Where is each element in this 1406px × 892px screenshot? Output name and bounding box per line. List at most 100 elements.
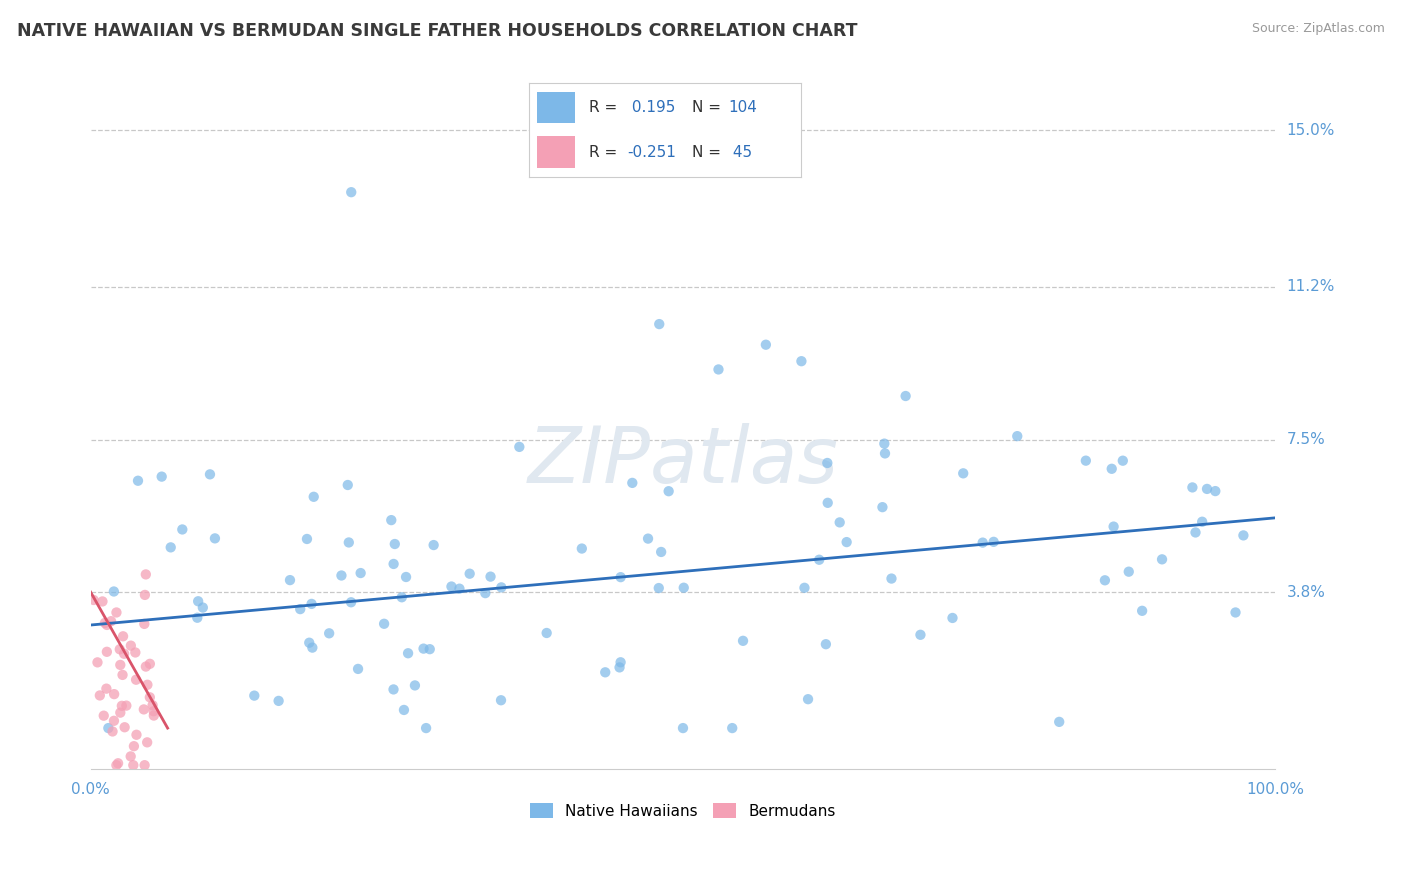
Point [330,568,353,582]
Text: ZIPatlas: ZIPatlas [527,423,838,499]
Point [1181,480,1204,494]
Point [648,317,671,331]
Point [142,698,165,713]
Point [1130,604,1153,618]
Text: 15.0%: 15.0% [1286,123,1334,138]
Point [111,668,134,682]
Point [491,580,513,594]
Point [817,496,839,510]
Point [1195,482,1218,496]
Point [103,584,125,599]
Point [111,698,134,713]
Point [132,702,155,716]
Point [120,639,142,653]
Point [110,657,132,672]
Point [721,721,744,735]
Point [125,728,148,742]
Point [278,573,301,587]
Point [125,673,148,687]
Point [872,500,894,515]
Point [650,545,672,559]
Point [415,721,437,735]
Point [790,354,813,368]
Point [373,616,395,631]
Point [114,720,136,734]
Point [110,706,132,720]
Point [1007,429,1029,443]
Point [814,637,837,651]
Point [1204,484,1226,499]
Point [139,657,162,671]
Text: 7.5%: 7.5% [1286,432,1324,447]
Point [489,693,512,707]
Point [96,681,118,696]
Point [135,659,157,673]
Point [894,389,917,403]
Point [536,626,558,640]
Point [880,572,903,586]
Point [672,581,695,595]
Point [112,647,135,661]
Point [243,689,266,703]
Point [609,660,631,674]
Point [1094,574,1116,588]
Point [1232,528,1254,542]
Point [404,678,426,692]
Point [86,656,108,670]
Point [349,566,371,580]
Point [972,535,994,549]
Point [89,689,111,703]
Point [96,645,118,659]
Point [1191,515,1213,529]
Point [94,615,117,630]
Point [1112,453,1135,467]
Point [672,721,695,735]
Point [127,474,149,488]
Point [187,594,209,608]
Point [340,595,363,609]
Point [340,185,363,199]
Point [107,756,129,771]
Point [391,591,413,605]
Point [637,532,659,546]
Point [731,633,754,648]
Point [392,703,415,717]
Point [983,534,1005,549]
Point [93,708,115,723]
Point [755,337,778,351]
Point [336,478,359,492]
Point [120,749,142,764]
Text: Source: ZipAtlas.com: Source: ZipAtlas.com [1251,22,1385,36]
Point [707,362,730,376]
Point [384,537,406,551]
Point [115,698,138,713]
Point [105,758,128,772]
Point [508,440,530,454]
Point [621,475,644,490]
Point [479,569,502,583]
Point [159,541,181,555]
Point [83,593,105,607]
Point [1047,714,1070,729]
Point [91,594,114,608]
Point [1150,552,1173,566]
Point [1074,453,1097,467]
Point [382,682,405,697]
Point [337,535,360,549]
Point [835,535,858,549]
Point [449,582,471,596]
Text: NATIVE HAWAIIAN VS BERMUDAN SINGLE FATHER HOUSEHOLDS CORRELATION CHART: NATIVE HAWAIIAN VS BERMUDAN SINGLE FATHE… [17,22,858,40]
Point [204,532,226,546]
Point [952,467,974,481]
Point [941,611,963,625]
Point [186,611,208,625]
Point [142,704,165,718]
Point [191,600,214,615]
Point [793,581,815,595]
Text: 11.2%: 11.2% [1286,279,1334,294]
Point [134,588,156,602]
Point [419,642,441,657]
Point [134,616,156,631]
Point [302,490,325,504]
Point [290,602,312,616]
